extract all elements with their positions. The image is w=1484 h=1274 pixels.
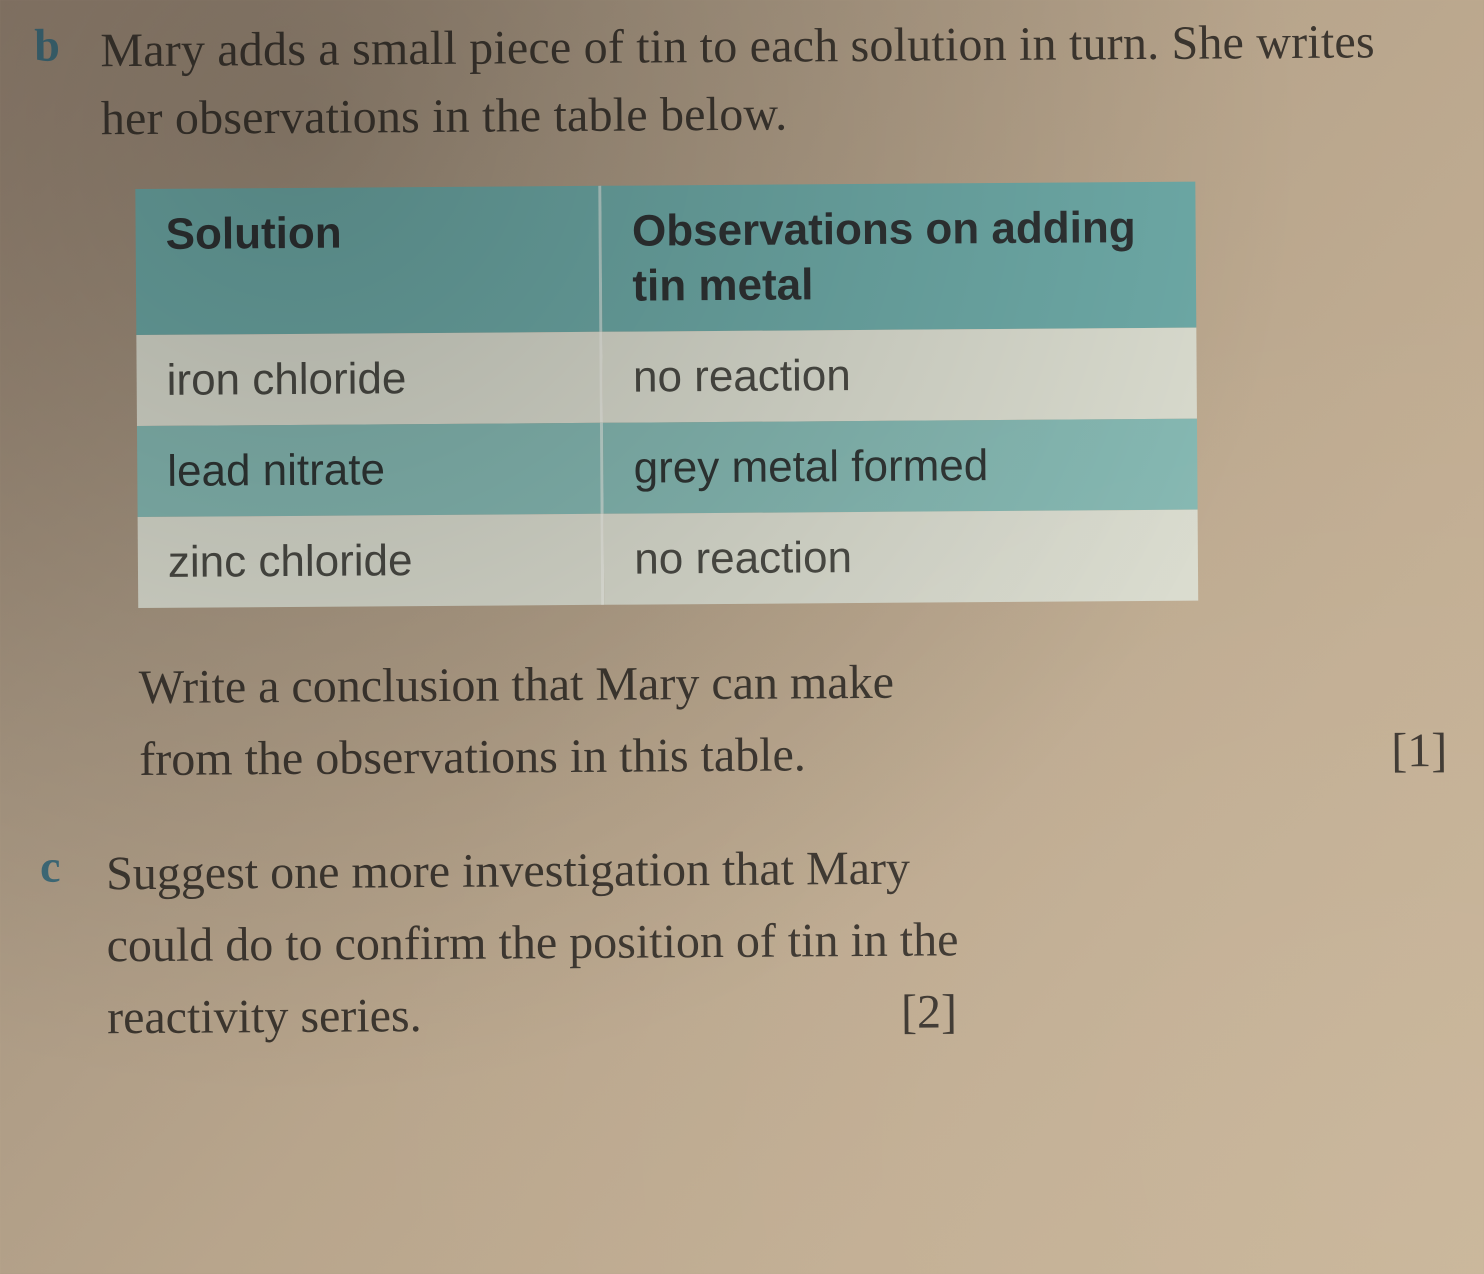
part-c-text: Suggest one more investigation that Mary…: [106, 833, 959, 1055]
table-row: lead nitrate grey metal formed: [137, 419, 1198, 517]
part-c-line3: reactivity series.: [107, 980, 422, 1054]
observations-table: Solution Observations on adding tin meta…: [135, 182, 1198, 608]
part-c-mark: [2]: [901, 977, 959, 1049]
col-header-observations: Observations on adding tin metal: [602, 182, 1197, 332]
cell-observation: no reaction: [603, 328, 1197, 423]
part-b-question-line2: from the observations in this table.: [139, 720, 806, 797]
part-c-line2: could do to confirm the position of tin …: [106, 905, 958, 983]
part-b-question-line2-row: from the observations in this table. [1]: [139, 715, 1449, 796]
cell-solution: iron chloride: [136, 332, 603, 426]
part-b-mark: [1]: [1391, 715, 1449, 787]
part-c-bullet: c: [40, 839, 76, 894]
part-c-line1: Suggest one more investigation that Mary: [106, 833, 958, 911]
table-row: iron chloride no reaction: [136, 328, 1197, 426]
part-b: b Mary adds a small piece of tin to each…: [34, 8, 1445, 154]
cell-observation: no reaction: [604, 510, 1198, 605]
part-c: c Suggest one more investigation that Ma…: [40, 829, 1451, 1055]
table-header-row: Solution Observations on adding tin meta…: [135, 182, 1196, 335]
page: b Mary adds a small piece of tin to each…: [0, 0, 1484, 1055]
part-b-bullet: b: [34, 18, 70, 73]
cell-observation: grey metal formed: [603, 419, 1197, 514]
part-c-line3-row: reactivity series. [2]: [107, 977, 959, 1055]
part-b-question: Write a conclusion that Mary can make fr…: [139, 643, 1450, 796]
part-b-intro: Mary adds a small piece of tin to each s…: [100, 8, 1445, 154]
col-header-solution: Solution: [135, 186, 602, 335]
cell-solution: zinc chloride: [138, 514, 605, 608]
table-row: zinc chloride no reaction: [138, 510, 1199, 608]
part-b-question-line1: Write a conclusion that Mary can make: [139, 643, 1449, 724]
cell-solution: lead nitrate: [137, 423, 604, 517]
